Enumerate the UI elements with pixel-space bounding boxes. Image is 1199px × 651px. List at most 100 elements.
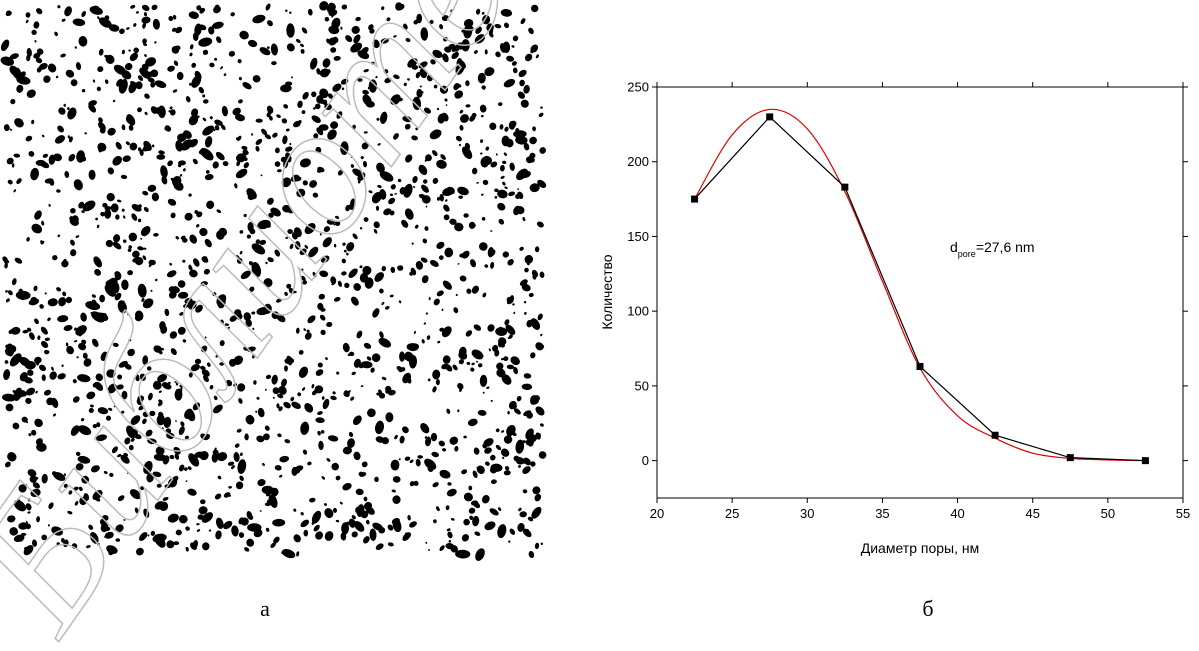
pore bbox=[13, 500, 26, 512]
pore bbox=[433, 519, 437, 524]
pore bbox=[178, 426, 185, 436]
pore bbox=[430, 432, 438, 442]
pore bbox=[62, 291, 67, 297]
pore bbox=[252, 354, 256, 357]
pore bbox=[300, 421, 310, 435]
pore bbox=[28, 332, 35, 340]
pore bbox=[477, 72, 486, 84]
fit-curve bbox=[694, 108, 1146, 462]
pore bbox=[97, 407, 109, 415]
pore bbox=[67, 107, 77, 120]
pore bbox=[459, 124, 464, 131]
pore bbox=[403, 82, 407, 87]
pore bbox=[73, 179, 83, 191]
pore bbox=[112, 342, 119, 348]
pore bbox=[70, 239, 75, 246]
pore bbox=[159, 350, 163, 355]
pore bbox=[387, 524, 394, 531]
pore bbox=[512, 35, 519, 42]
pore bbox=[238, 76, 242, 81]
pore bbox=[300, 275, 306, 281]
pore bbox=[523, 410, 532, 417]
pore bbox=[482, 179, 489, 186]
pore bbox=[455, 135, 462, 142]
pore bbox=[89, 404, 94, 408]
pore bbox=[27, 498, 31, 502]
pore bbox=[264, 425, 270, 431]
pore bbox=[441, 326, 452, 338]
pore bbox=[446, 528, 451, 532]
pore bbox=[472, 515, 480, 527]
pore bbox=[14, 118, 24, 128]
pore bbox=[139, 149, 144, 156]
pore bbox=[201, 512, 214, 523]
pore bbox=[41, 134, 45, 138]
pore bbox=[311, 384, 315, 389]
pore bbox=[134, 310, 144, 321]
pore bbox=[213, 395, 218, 401]
pore bbox=[264, 134, 272, 140]
pore bbox=[405, 37, 411, 43]
pore bbox=[331, 462, 339, 471]
pore bbox=[517, 191, 524, 199]
pore bbox=[531, 4, 539, 13]
pore bbox=[75, 235, 80, 239]
annotation-rest: =27,6 nm bbox=[976, 239, 1035, 255]
pore bbox=[99, 294, 105, 303]
pore bbox=[413, 480, 419, 486]
pore bbox=[502, 456, 505, 460]
pore bbox=[252, 75, 261, 83]
pore bbox=[319, 1, 329, 11]
pore bbox=[302, 449, 308, 455]
pore bbox=[539, 147, 546, 154]
pore bbox=[70, 207, 76, 214]
marker bbox=[916, 362, 924, 370]
pore bbox=[502, 41, 511, 54]
pore bbox=[79, 496, 87, 506]
pore bbox=[350, 164, 355, 168]
pore bbox=[389, 294, 394, 298]
pore bbox=[151, 144, 155, 148]
y-tick-label: 50 bbox=[635, 378, 649, 393]
pore bbox=[328, 2, 336, 11]
pore bbox=[530, 352, 536, 359]
pore bbox=[312, 271, 317, 278]
pore bbox=[348, 268, 358, 278]
pore bbox=[287, 228, 293, 235]
pore bbox=[500, 175, 505, 179]
pore bbox=[249, 286, 255, 293]
pore bbox=[293, 290, 297, 294]
pore bbox=[398, 300, 402, 304]
pore bbox=[108, 24, 120, 32]
pore bbox=[350, 296, 359, 306]
pore bbox=[88, 407, 94, 414]
pore bbox=[251, 133, 254, 136]
x-tick-label: 25 bbox=[725, 506, 739, 521]
pore bbox=[482, 391, 485, 394]
pore bbox=[147, 438, 157, 445]
pore bbox=[390, 266, 396, 273]
pore bbox=[494, 188, 499, 193]
pore bbox=[105, 239, 114, 248]
pore bbox=[521, 283, 531, 292]
pore bbox=[307, 315, 316, 324]
pore bbox=[54, 31, 58, 37]
pore bbox=[271, 311, 280, 319]
pore bbox=[402, 116, 412, 123]
pore bbox=[373, 229, 378, 234]
pore bbox=[322, 58, 331, 68]
pore bbox=[259, 47, 271, 56]
pore bbox=[83, 358, 92, 367]
pore bbox=[140, 237, 143, 240]
pore bbox=[129, 142, 138, 151]
pore bbox=[358, 363, 364, 369]
pore bbox=[275, 147, 280, 154]
pore bbox=[271, 374, 278, 385]
pore bbox=[468, 485, 473, 491]
pore bbox=[168, 478, 178, 488]
pore bbox=[504, 466, 510, 471]
pore bbox=[104, 79, 109, 85]
pore bbox=[471, 362, 475, 366]
pore bbox=[216, 452, 228, 462]
pore bbox=[180, 421, 185, 427]
